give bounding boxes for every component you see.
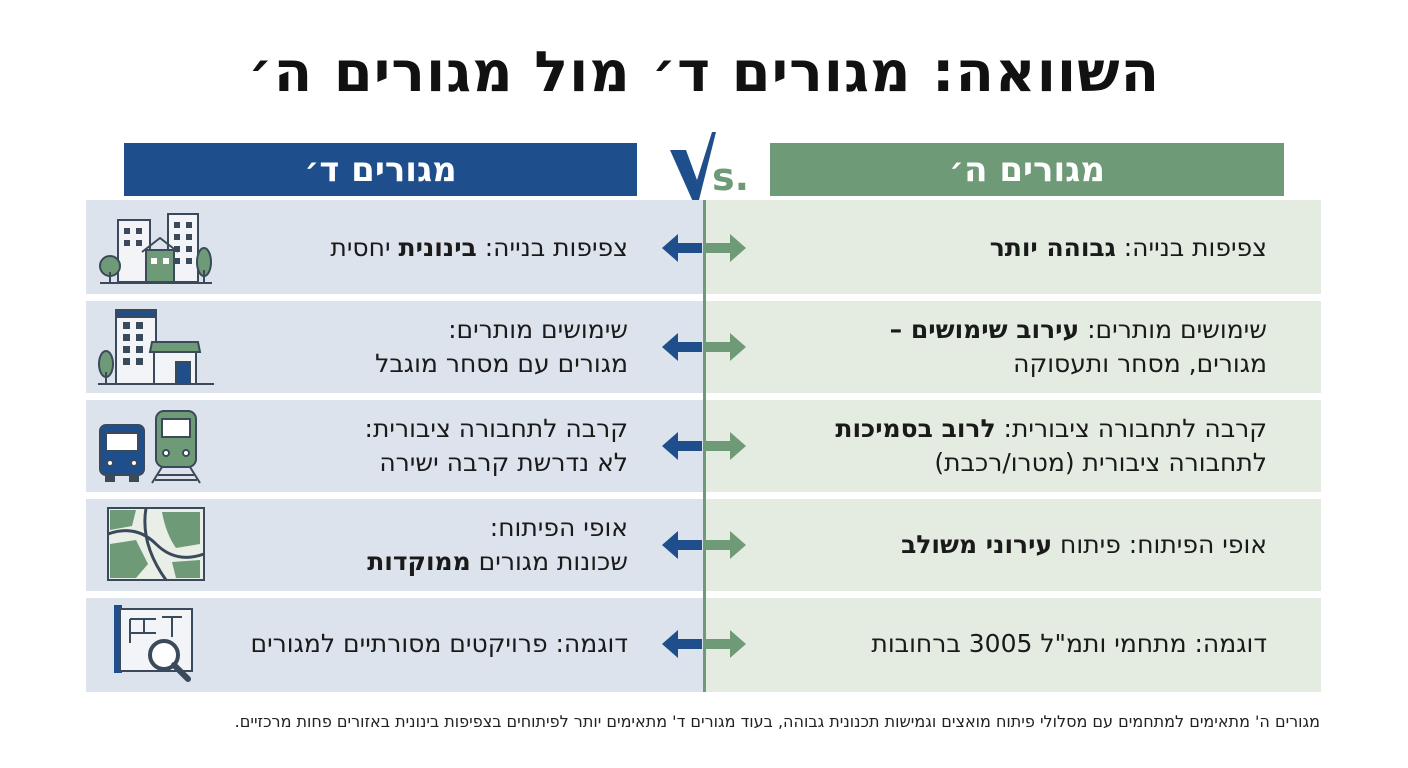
building-storefront-icon [98, 309, 214, 385]
blueprint-magnifier-icon [114, 605, 193, 682]
double-arrow-icon [662, 432, 746, 460]
row5-left-text: דוגמה: פרויקטים מסורתיים למגורים [250, 629, 628, 658]
row5-right-text: דוגמה: מתחמי ותמ"ל 3005 ברחובות [871, 629, 1267, 658]
center-divider [703, 200, 706, 692]
svg-text:s.: s. [712, 155, 749, 199]
double-arrow-icon [662, 234, 746, 262]
double-arrow-icon [662, 531, 746, 559]
double-arrow-icon [662, 630, 746, 658]
row4-left-text: אופי הפיתוח: שכונות מגורים ממוקדות [367, 513, 628, 576]
header-left: מגורים ד׳ [124, 143, 637, 196]
map-icon [107, 507, 205, 581]
panel-right [705, 200, 1321, 692]
row2-left-text: שימושים מותרים: מגורים עם מסחר מוגבל [375, 315, 628, 378]
city-buildings-icon [99, 213, 212, 284]
row3-right-text: קרבה לתחבורה ציבורית: לרוב בסמיכות לתחבור… [835, 414, 1267, 477]
row1-right-text: צפיפות בנייה: גבוהה יותר [989, 233, 1267, 262]
page-title: השוואה: מגורים ד׳ מול מגורים ה׳ [247, 40, 1161, 105]
row2-right-text: שימושים מותרים: עירוב שימושים – מגורים, מ… [889, 315, 1267, 378]
footnote: מגורים ה' מתאימים למתחמים עם מסלולי פיתו… [234, 712, 1320, 731]
row1-left-text: צפיפות בנייה: בינונית יחסית [330, 233, 628, 262]
row3-left-text: קרבה לתחבורה ציבורית: לא נדרשת קרבה ישירה [364, 414, 628, 477]
bus-train-icon [99, 410, 201, 484]
header-right: מגורים ה׳ [770, 143, 1284, 196]
vs-icon: s. [670, 132, 749, 204]
row4-right-text: אופי הפיתוח: פיתוח עירוני משולב [901, 530, 1267, 559]
double-arrow-icon [662, 333, 746, 361]
